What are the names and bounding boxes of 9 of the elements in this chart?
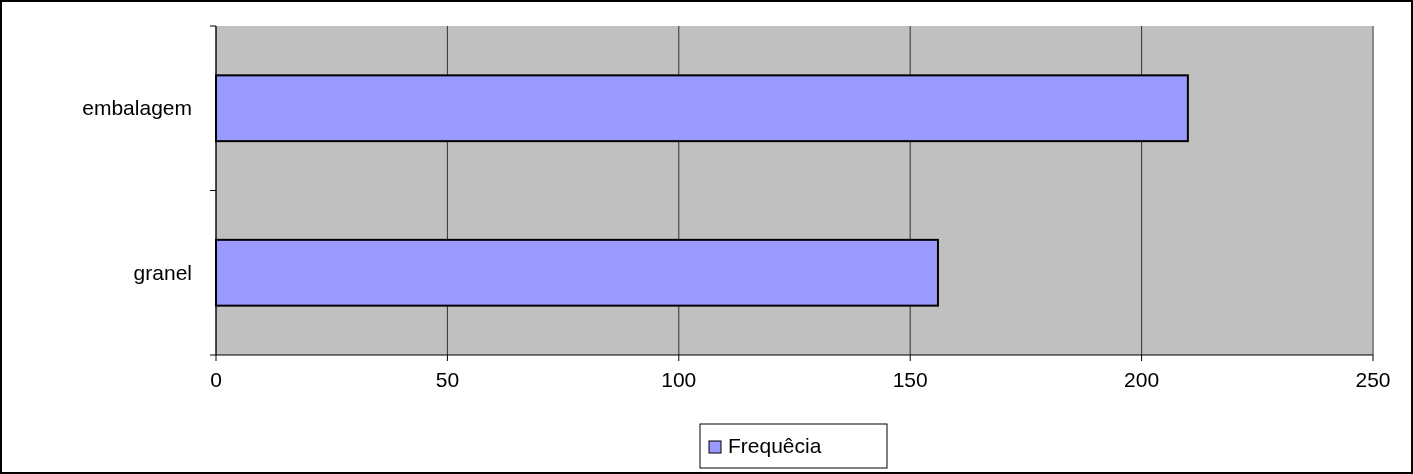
x-tick-label: 150 — [892, 368, 928, 391]
x-tick-label: 0 — [210, 368, 222, 391]
y-tick-label: granel — [133, 260, 192, 284]
legend-label: Frequêcia — [728, 434, 822, 457]
y-tick-label: embalagem — [82, 96, 192, 120]
x-tick-label: 250 — [1355, 368, 1391, 391]
x-tick-label: 200 — [1124, 368, 1160, 391]
x-tick-label: 100 — [661, 368, 697, 391]
x-tick-label: 50 — [435, 368, 460, 391]
